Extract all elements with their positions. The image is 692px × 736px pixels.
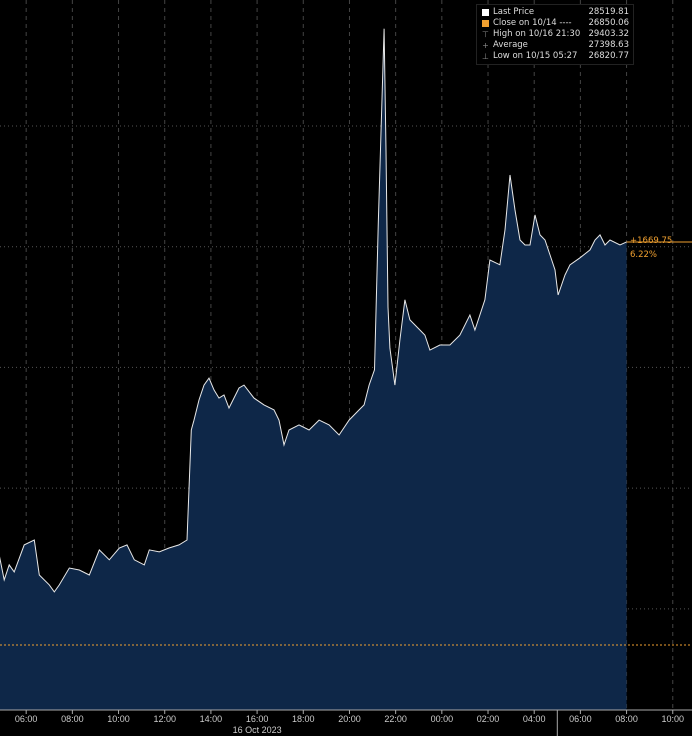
x-tick-label: 20:00 [338,714,361,724]
low-marker-icon: ⊥ [482,52,489,61]
x-tick-label: 08:00 [61,714,84,724]
legend-item-average[interactable]: + Average 27398.63 [481,40,629,51]
price-area-fill [0,28,627,710]
legend-label: Average [493,40,528,50]
date-label: 16 Oct 2023 [233,725,282,735]
white-square-icon [482,9,489,16]
legend-item-high[interactable]: ⊤ High on 10/16 21:30 29403.32 [481,29,629,40]
x-tick-label: 10:00 [661,714,684,724]
legend-label: High on 10/16 21:30 [493,29,581,39]
legend-value: 29403.32 [588,29,629,39]
legend-value: 26850.06 [588,18,629,28]
orange-square-icon [482,20,489,27]
change-value-label: +1669.75 [630,236,673,246]
x-tick-label: 06:00 [569,714,592,724]
legend-item-last-price[interactable]: Last Price 28519.81 [481,7,629,18]
legend-label: Low on 10/15 05:27 [493,51,578,61]
price-line [0,28,627,593]
x-tick-label: 06:00 [15,714,38,724]
legend-item-low[interactable]: ⊥ Low on 10/15 05:27 26820.77 [481,51,629,62]
legend-value: 26820.77 [588,51,629,61]
x-tick-label: 10:00 [107,714,130,724]
x-tick-label: 14:00 [200,714,223,724]
average-marker-icon: + [482,41,489,50]
x-tick-label: 08:00 [615,714,638,724]
x-tick-label: 04:00 [523,714,546,724]
x-tick-label: 12:00 [153,714,176,724]
change-percent-label: 6.22% [630,250,658,260]
x-tick-label: 00:00 [431,714,454,724]
legend-value: 28519.81 [588,7,629,17]
high-marker-icon: ⊤ [482,30,489,39]
x-tick-label: 18:00 [292,714,315,724]
x-axis: 06:00 08:00 10:00 12:00 14:00 16:00 18:00 20:00… [0,709,692,736]
legend-value: 27398.63 [588,40,629,50]
legend-label: Close on 10/14 ---- [493,18,572,28]
x-tick-label: 02:00 [477,714,500,724]
legend-item-close[interactable]: Close on 10/14 ---- 26850.06 [481,18,629,29]
x-tick-label: 22:00 [384,714,407,724]
legend: Last Price 28519.81 Close on 10/14 ---- 26… [476,4,634,65]
legend-label: Last Price [493,7,535,17]
x-tick-label: 16:00 [246,714,269,724]
